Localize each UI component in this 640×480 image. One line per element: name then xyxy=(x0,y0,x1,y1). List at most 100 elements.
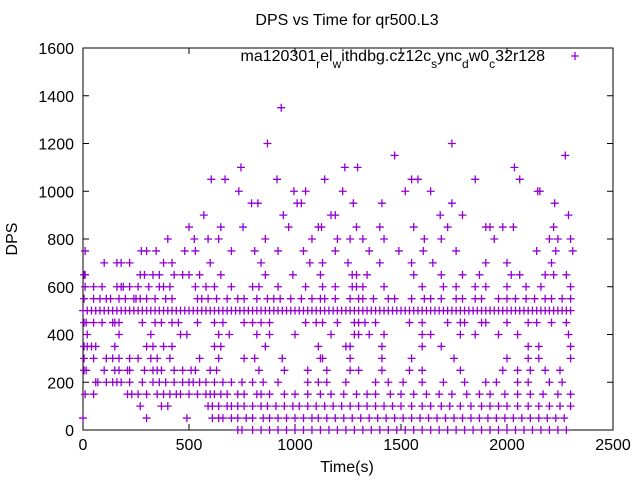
data-point xyxy=(492,378,501,387)
data-point xyxy=(320,175,329,184)
data-point xyxy=(371,378,380,387)
legend-subscript: d xyxy=(462,57,469,71)
data-point xyxy=(418,426,427,434)
data-point xyxy=(236,163,245,172)
data-point xyxy=(338,187,347,196)
data-point xyxy=(462,390,471,399)
data-point xyxy=(210,282,219,291)
legend-part: ync xyxy=(437,48,462,65)
data-point xyxy=(339,390,348,399)
data-point xyxy=(360,318,369,327)
data-point xyxy=(409,390,418,399)
data-point xyxy=(460,378,469,387)
data-point xyxy=(503,258,511,267)
data-point xyxy=(510,163,519,172)
data-point xyxy=(265,414,274,423)
data-point xyxy=(352,390,361,399)
data-point xyxy=(380,330,389,339)
data-point xyxy=(547,258,556,267)
data-point xyxy=(210,318,219,327)
x-tick-label: 2500 xyxy=(595,437,631,454)
data-point xyxy=(384,426,393,434)
data-point xyxy=(422,390,431,399)
data-point xyxy=(193,390,202,399)
data-point xyxy=(216,270,225,279)
data-point xyxy=(545,426,554,434)
data-point xyxy=(526,390,535,399)
data-point xyxy=(418,282,427,291)
data-point xyxy=(316,426,325,434)
data-point xyxy=(163,402,172,411)
data-point xyxy=(418,402,427,411)
data-point xyxy=(553,390,562,399)
data-point xyxy=(152,246,161,255)
data-point xyxy=(201,282,210,291)
y-tick-label: 0 xyxy=(65,423,74,440)
data-point xyxy=(288,270,297,279)
data-point xyxy=(297,294,306,303)
data-point xyxy=(358,235,367,243)
data-point xyxy=(481,318,490,327)
data-point xyxy=(263,139,272,148)
data-point xyxy=(547,318,556,327)
x-tick-label: 1000 xyxy=(277,437,313,454)
data-point xyxy=(134,354,143,363)
data-point xyxy=(322,414,331,423)
data-point xyxy=(163,235,172,243)
data-point xyxy=(566,306,575,315)
data-point xyxy=(98,282,107,291)
data-point xyxy=(519,426,528,434)
data-point xyxy=(553,235,562,243)
data-point xyxy=(418,342,427,351)
data-point xyxy=(503,318,511,327)
data-point xyxy=(513,366,522,375)
data-point xyxy=(138,318,147,327)
data-point xyxy=(460,318,469,327)
y-tick-label: 600 xyxy=(47,280,74,297)
data-point xyxy=(282,414,291,423)
data-point xyxy=(333,235,342,243)
data-point xyxy=(216,342,225,351)
data-point xyxy=(562,426,571,434)
data-point xyxy=(318,318,327,327)
data-point xyxy=(240,390,249,399)
data-point xyxy=(450,414,458,423)
data-point xyxy=(81,390,90,399)
data-point xyxy=(558,378,567,387)
data-point xyxy=(390,414,399,423)
data-point xyxy=(367,426,376,434)
data-point xyxy=(316,390,325,399)
data-point xyxy=(566,342,575,351)
data-point xyxy=(458,294,467,303)
data-point xyxy=(530,294,539,303)
data-point xyxy=(384,378,393,387)
data-point xyxy=(176,390,185,399)
data-point xyxy=(354,330,363,339)
y-axis-label: DPS xyxy=(4,223,21,256)
data-point xyxy=(121,294,130,303)
data-point xyxy=(420,235,429,243)
data-point xyxy=(466,414,475,423)
data-point xyxy=(426,294,435,303)
data-point xyxy=(316,270,325,279)
data-point xyxy=(286,294,295,303)
data-point xyxy=(558,294,567,303)
x-tick-label: 500 xyxy=(176,437,203,454)
data-point xyxy=(405,318,414,327)
y-tick-label: 1200 xyxy=(38,137,74,154)
data-point xyxy=(401,187,410,196)
data-point xyxy=(418,378,427,387)
data-point xyxy=(265,318,274,327)
data-point xyxy=(536,426,545,434)
data-point xyxy=(401,426,410,434)
data-point xyxy=(227,378,236,387)
data-point xyxy=(524,354,533,363)
data-point xyxy=(212,366,221,375)
axis-ticks: 0 500 1000 1500 2000 2500 0 200 400 600 800 1000 120… xyxy=(38,41,630,454)
data-point xyxy=(261,235,270,243)
data-point xyxy=(89,354,98,363)
data-point xyxy=(79,414,87,423)
data-point xyxy=(447,390,456,399)
y-tick-label: 800 xyxy=(47,232,74,249)
data-point xyxy=(138,378,147,387)
